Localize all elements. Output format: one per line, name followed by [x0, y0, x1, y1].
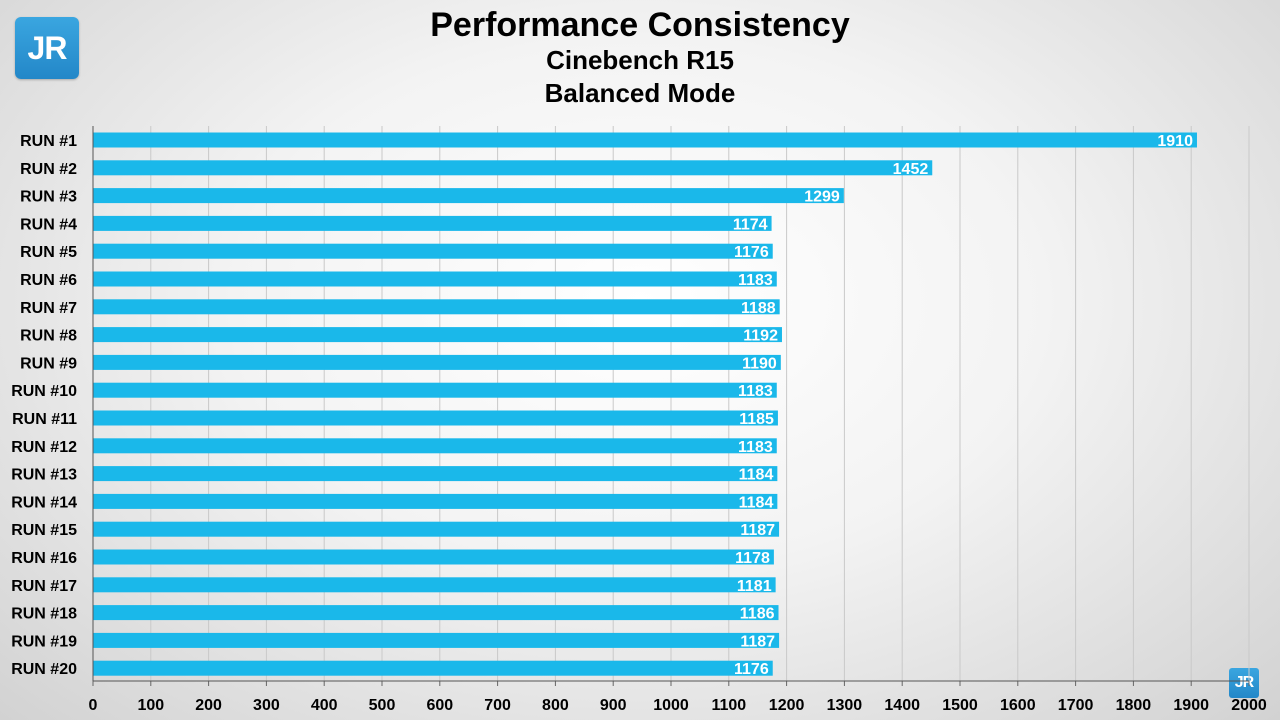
category-label: RUN #2	[20, 161, 77, 178]
category-label: RUN #5	[20, 244, 77, 261]
x-tick-label: 500	[369, 697, 396, 714]
x-tick-label: 300	[253, 697, 280, 714]
x-tick-label: 1000	[653, 697, 689, 714]
bar	[93, 382, 777, 398]
data-label: 1190	[742, 355, 777, 372]
data-label: 1186	[740, 606, 775, 623]
data-label: 1187	[740, 522, 775, 539]
bar	[93, 549, 774, 565]
category-label: RUN #17	[11, 578, 77, 595]
x-tick-label: 100	[137, 697, 164, 714]
x-tick-label: 1300	[827, 697, 863, 714]
category-label: RUN #18	[11, 606, 77, 623]
data-label: 1174	[733, 216, 768, 233]
labels: 0 100 200 300 400 500 600 700 800 900 1000 1100 1200…	[11, 133, 1267, 714]
category-label: RUN #13	[11, 467, 77, 484]
bar	[93, 410, 778, 426]
x-tick-label: 1500	[942, 697, 978, 714]
data-label: 1176	[734, 244, 769, 261]
category-label: RUN #10	[11, 383, 77, 400]
bar	[93, 466, 778, 482]
x-tick-label: 1900	[1173, 697, 1209, 714]
data-label: 1184	[739, 467, 774, 484]
bar	[93, 299, 780, 315]
category-label: RUN #6	[20, 272, 77, 289]
category-label: RUN #16	[11, 550, 77, 567]
bar	[93, 160, 933, 176]
x-tick-label: 1200	[769, 697, 805, 714]
data-label: 1188	[741, 300, 776, 317]
category-label: RUN #11	[12, 411, 77, 428]
category-label: RUN #4	[20, 216, 77, 233]
chart-title: Performance Consistency	[430, 6, 850, 44]
data-label: 1185	[739, 411, 774, 428]
bar	[93, 632, 780, 648]
category-label: RUN #8	[20, 328, 77, 345]
data-label: 1452	[893, 161, 929, 178]
data-label: 1176	[734, 661, 769, 678]
x-tick-label: 1800	[1116, 697, 1152, 714]
bar	[93, 577, 776, 593]
x-tick-label: 1400	[884, 697, 920, 714]
x-tick-label: 200	[195, 697, 222, 714]
bar	[93, 188, 844, 204]
data-label: 1299	[804, 189, 840, 206]
x-tick-label: 0	[89, 697, 98, 714]
x-tick-label: 800	[542, 697, 569, 714]
category-label: RUN #7	[20, 300, 77, 317]
axes	[92, 126, 1250, 686]
x-tick-label: 1600	[1000, 697, 1036, 714]
gridlines	[150, 126, 1250, 681]
category-label: RUN #15	[11, 522, 77, 539]
data-label: 1192	[743, 328, 778, 345]
chart-title-block: Performance Consistency Cinebench R15 Ba…	[0, 4, 1280, 109]
chart-subtitle-mode: Balanced Mode	[544, 78, 736, 108]
x-tick-label: 600	[426, 697, 453, 714]
bar	[93, 243, 773, 259]
data-label: 1183	[738, 439, 773, 456]
bar	[93, 605, 779, 621]
x-tick-label: 1700	[1058, 697, 1094, 714]
bar	[93, 438, 777, 454]
bar	[93, 493, 778, 509]
bars	[93, 132, 1197, 676]
bar	[93, 327, 782, 343]
category-label: RUN #3	[20, 189, 77, 206]
jr-logo: JR	[15, 17, 79, 79]
x-tick-label: 1100	[711, 697, 746, 714]
x-tick-label: 900	[600, 697, 627, 714]
category-label: RUN #14	[11, 494, 77, 511]
data-label: 1187	[740, 633, 775, 650]
category-label: RUN #9	[20, 355, 77, 372]
data-label: 1183	[738, 383, 773, 400]
data-label: 1181	[737, 578, 772, 595]
x-tick-label: 700	[484, 697, 511, 714]
category-label: RUN #20	[11, 661, 77, 678]
data-label: 1910	[1157, 133, 1193, 150]
data-label: 1184	[739, 494, 774, 511]
bar	[93, 521, 780, 537]
bar	[93, 132, 1197, 148]
category-label: RUN #19	[11, 633, 77, 650]
category-label: RUN #12	[11, 439, 77, 456]
bar	[93, 660, 773, 676]
category-label: RUN #1	[20, 133, 77, 150]
x-tick-label: 400	[311, 697, 338, 714]
bar	[93, 271, 777, 287]
x-tick-label: 2000	[1231, 697, 1267, 714]
data-label: 1183	[738, 272, 773, 289]
chart-subtitle: Cinebench R15	[546, 45, 734, 75]
data-label: 1178	[735, 550, 770, 567]
bar	[93, 215, 772, 231]
bar	[93, 354, 781, 370]
